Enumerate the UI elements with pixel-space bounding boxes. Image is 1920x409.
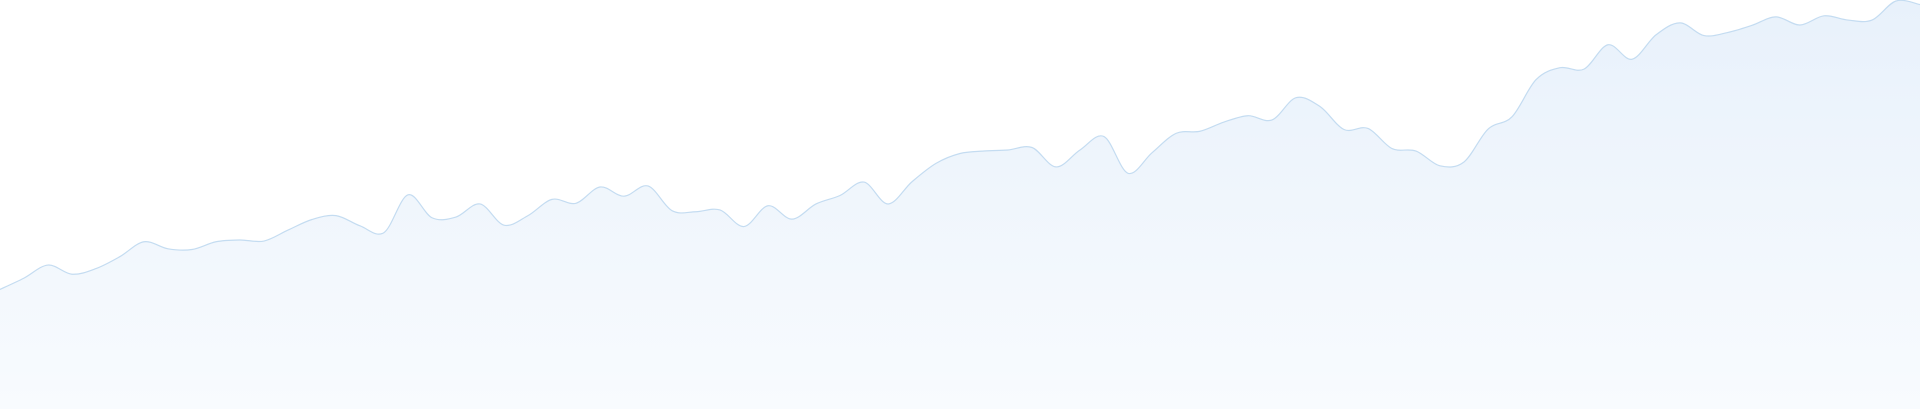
data-point (1583, 68, 1586, 71)
data-point (959, 152, 962, 155)
data-point (767, 204, 770, 207)
data-point (1079, 148, 1082, 151)
data-point (1247, 114, 1250, 117)
data-point (719, 208, 722, 211)
data-point (1823, 14, 1826, 17)
data-point (743, 225, 746, 228)
data-point (1103, 135, 1106, 138)
data-point (23, 277, 26, 280)
data-point (1799, 24, 1802, 27)
data-point (431, 216, 434, 219)
data-point (71, 273, 74, 276)
data-point (551, 198, 554, 201)
data-point (839, 194, 842, 197)
data-point (1871, 19, 1874, 22)
data-point (1775, 15, 1778, 18)
data-point (1439, 164, 1442, 167)
data-point (911, 180, 914, 183)
data-point (95, 267, 98, 270)
data-point (1343, 128, 1346, 131)
data-point (1175, 132, 1178, 135)
data-point (287, 229, 290, 232)
data-point (887, 202, 890, 205)
data-point (191, 248, 194, 251)
data-point (1607, 43, 1610, 46)
data-point (1415, 150, 1418, 153)
data-point (119, 255, 122, 258)
data-point (359, 224, 362, 227)
data-point (1487, 128, 1490, 131)
data-point (383, 231, 386, 234)
data-point (815, 202, 818, 205)
data-point (1271, 118, 1274, 121)
data-point (1535, 78, 1538, 81)
data-point (983, 150, 986, 153)
data-point (1295, 96, 1298, 99)
data-point (1319, 105, 1322, 108)
data-point (1559, 66, 1562, 69)
data-point (1727, 31, 1730, 34)
data-point (1007, 148, 1010, 151)
data-point (1127, 172, 1130, 175)
data-point (167, 247, 170, 250)
data-point (527, 214, 530, 217)
data-point (503, 224, 506, 227)
data-point (1463, 160, 1466, 163)
data-point (863, 181, 866, 184)
data-point (239, 238, 242, 241)
data-point (599, 186, 602, 189)
data-point (1055, 165, 1058, 168)
data-point (1199, 130, 1202, 133)
data-point (575, 202, 578, 205)
data-point (1223, 121, 1226, 124)
data-point (47, 264, 50, 267)
series-line (0, 0, 1920, 290)
data-point (407, 193, 410, 196)
data-point (1031, 146, 1034, 149)
data-point (935, 162, 938, 165)
data-point (1655, 33, 1658, 36)
data-point (143, 240, 146, 243)
data-point (1391, 147, 1394, 150)
data-point (215, 240, 218, 243)
data-point (1367, 127, 1370, 130)
data-point (311, 218, 314, 221)
data-point (1151, 151, 1154, 154)
data-point (791, 218, 794, 221)
data-point (479, 202, 482, 205)
data-point (1679, 21, 1682, 24)
data-point (1511, 115, 1514, 118)
data-point (1631, 58, 1634, 61)
data-point (671, 209, 674, 212)
data-point (1751, 24, 1754, 27)
data-point (455, 216, 458, 219)
data-point (1703, 34, 1706, 37)
data-point (623, 195, 626, 198)
data-point (1847, 19, 1850, 22)
data-point (263, 240, 266, 243)
data-point (647, 184, 650, 187)
data-point (335, 214, 338, 217)
data-point (695, 210, 698, 213)
